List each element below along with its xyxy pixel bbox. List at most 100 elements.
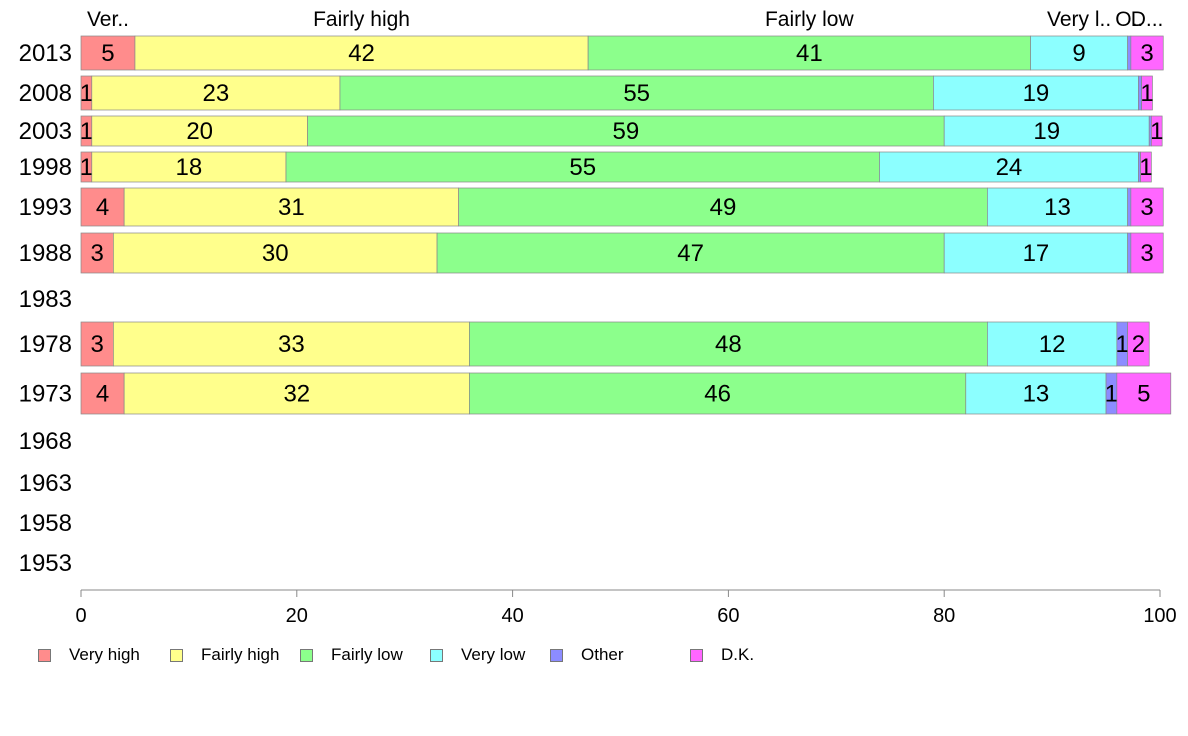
bar-segment-fairly-high [123, 187, 459, 227]
bar-segment-fairly-low [458, 187, 988, 227]
legend-label: Fairly high [201, 645, 280, 664]
data-label: 13 [1044, 194, 1071, 221]
x-tick-label: 80 [933, 605, 955, 627]
bar-segment-fairly-high [113, 321, 470, 367]
x-tick-label: 20 [286, 605, 308, 627]
data-label: 13 [1023, 381, 1050, 408]
legend-item-fairly-low: Fairly low [300, 644, 403, 666]
legend-item-very-high: Very high [38, 644, 140, 666]
bar-segment-very-low [943, 115, 1150, 147]
bar-segment-very-low [879, 151, 1139, 183]
series-header-label: Very l.. [1047, 8, 1111, 31]
data-label: 3 [1140, 40, 1153, 67]
data-label: 9 [1072, 40, 1085, 67]
bar-segment-fairly-low [469, 321, 988, 367]
data-label: 49 [710, 194, 737, 221]
series-header-labels: Ver.. Fairly high Fairly low Very l.. O..D..… [87, 8, 1163, 31]
year-label: 1978 [19, 331, 72, 358]
series-header-label: Fairly low [765, 8, 855, 31]
data-label: 12 [1039, 331, 1066, 358]
data-label: 1 [1116, 331, 1129, 358]
year-label: 1963 [19, 470, 72, 497]
year-label: 2003 [19, 118, 72, 145]
bar-segment-fairly-low [339, 75, 934, 111]
bar-segment-other [1127, 35, 1132, 71]
year-label: 1968 [19, 428, 72, 455]
bar-segment-fairly-high [113, 232, 438, 274]
bar-segment-very-high [80, 321, 114, 367]
data-label: 24 [996, 154, 1023, 181]
data-label: 33 [278, 331, 305, 358]
data-label: 5 [1137, 381, 1150, 408]
data-label: 55 [569, 154, 596, 181]
bar-segment-fairly-high [134, 35, 589, 71]
bar-segment-fairly-low [469, 372, 967, 415]
data-label: 32 [283, 381, 310, 408]
legend-swatch [690, 648, 703, 662]
year-axis-labels: 2013 2008 2003 1998 1993 1988 1983 1978 1973 1968… [19, 40, 72, 577]
bar-segment-very-high [80, 187, 125, 227]
data-label: 30 [262, 240, 289, 267]
bar-area: 5 42 41 9 31 23 55 19 11 20 59 19 11 18 55 24 14 31 49 13 33… [80, 35, 1172, 415]
data-label: 55 [623, 80, 650, 107]
bar-segment-other [1127, 187, 1132, 227]
x-axis: 0 20 40 60 80 100 [75, 589, 1177, 627]
legend-swatch [550, 648, 563, 662]
data-label: 1 [1139, 154, 1152, 181]
data-label: 3 [91, 240, 104, 267]
data-label: 18 [176, 154, 203, 181]
bar-segment-very-low [987, 321, 1118, 367]
bar-segment-d-k- [1130, 35, 1164, 71]
bar-segment-d-k- [1140, 151, 1152, 183]
series-header-label: O.. [1115, 8, 1143, 31]
stacked-bar-chart: Ver.. Fairly high Fairly low Very l.. O..D..… [19, 8, 1177, 627]
legend: Very high Fairly high Fairly low Very low Ot… [38, 644, 798, 666]
bar-segment-d-k- [1127, 321, 1150, 367]
data-label: 1 [80, 154, 93, 181]
bar-segment-fairly-low [307, 115, 945, 147]
bar-segment-fairly-low [285, 151, 880, 183]
legend-swatch [300, 648, 313, 662]
bar-segment-d-k- [1151, 115, 1163, 147]
legend-swatch [38, 648, 51, 662]
year-label: 1973 [19, 381, 72, 408]
legend-item-other: Other [550, 644, 624, 666]
year-label: 1988 [19, 240, 72, 267]
data-label: 20 [186, 118, 213, 145]
year-label: 1953 [19, 550, 72, 577]
bar-segment-fairly-high [91, 115, 308, 147]
series-header-label: D... [1131, 8, 1164, 31]
data-label: 19 [1033, 118, 1060, 145]
bar-segment-d-k- [1141, 75, 1153, 111]
year-label: 2013 [19, 40, 72, 67]
data-label: 23 [203, 80, 230, 107]
bar-segment-d-k- [1130, 232, 1164, 274]
legend-label: D.K. [721, 645, 755, 664]
series-header-label: Ver.. [87, 8, 129, 31]
legend-swatch [430, 648, 443, 662]
bar-segment-very-low [943, 232, 1128, 274]
data-label: 3 [1140, 240, 1153, 267]
bar-segment-fairly-low [436, 232, 945, 274]
data-label: 2 [1132, 331, 1145, 358]
data-label: 4 [96, 194, 109, 221]
legend-label: Fairly low [331, 645, 403, 664]
data-label: 5 [101, 40, 114, 67]
legend-label: Other [581, 645, 624, 664]
data-label: 31 [278, 194, 305, 221]
legend-item-very-low: Very low [430, 644, 525, 666]
x-tick-label: 0 [75, 605, 86, 627]
data-label: 47 [677, 240, 704, 267]
legend-label: Very high [69, 645, 140, 664]
data-label: 1 [1150, 118, 1163, 145]
year-label: 2008 [19, 80, 72, 107]
legend-swatch [170, 648, 183, 662]
bar-segment-fairly-high [123, 372, 470, 415]
bar-segment-very-low [965, 372, 1107, 415]
data-label: 1 [1105, 381, 1118, 408]
data-label: 1 [80, 118, 93, 145]
bar-segment-fairly-high [91, 151, 287, 183]
year-label: 1998 [19, 154, 72, 181]
data-label: 48 [715, 331, 742, 358]
bar-segment-very-high [80, 232, 114, 274]
